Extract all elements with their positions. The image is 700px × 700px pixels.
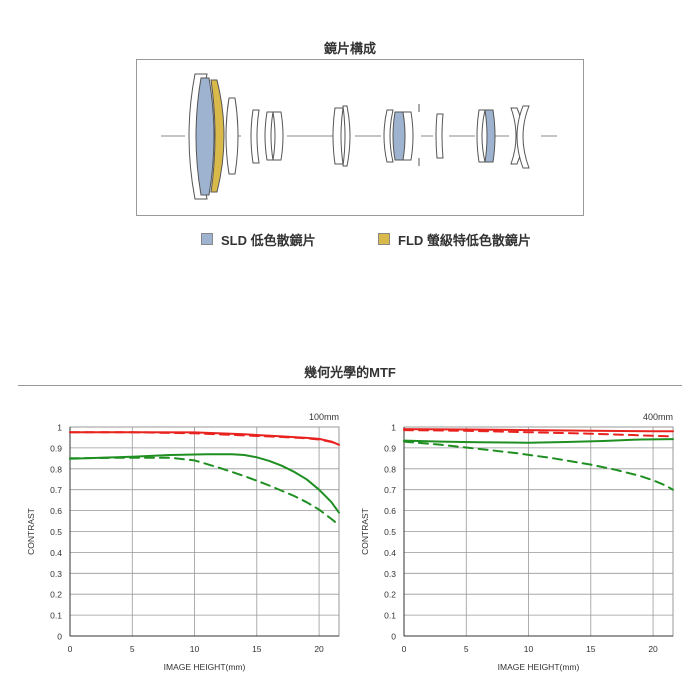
x-tick-label: 0 [68, 644, 73, 654]
series-red-dashed-line [403, 429, 674, 438]
y-tick-label: 0.7 [50, 485, 62, 495]
y-tick-label: 1 [57, 423, 62, 433]
x-tick-label: 0 [402, 644, 407, 654]
x-tick-label: 10 [190, 644, 200, 654]
section-divider [18, 385, 682, 386]
x-axis-label: IMAGE HEIGHT(mm) [498, 662, 580, 672]
y-tick-label: 0.4 [50, 548, 62, 558]
chart-title: 100mm [309, 412, 339, 422]
series-red-dashed-line [69, 431, 340, 446]
lens-g3-2 [342, 105, 351, 167]
front-lens-4 [225, 97, 239, 175]
lens-g4-3 [402, 111, 414, 161]
y-axis-label: CONTRAST [360, 508, 370, 555]
x-tick-label: 20 [648, 644, 658, 654]
series-green-solid-line [69, 453, 340, 514]
x-axis-label: IMAGE HEIGHT(mm) [164, 662, 246, 672]
sld-swatch-icon [201, 233, 213, 245]
sld-lens-rear [484, 109, 496, 163]
y-tick-label: 0.6 [384, 506, 396, 516]
mtf-section-title: 幾何光學的MTF [304, 365, 396, 380]
rear-lens-2 [516, 105, 530, 169]
x-tick-label: 10 [524, 644, 534, 654]
y-tick-label: 0.6 [50, 506, 62, 516]
lens-g3-1 [332, 107, 344, 165]
lens-g2-3 [272, 111, 284, 161]
x-tick-label: 15 [586, 644, 596, 654]
series-green-dashed-line [403, 440, 674, 491]
series-green-dashed-line [69, 456, 340, 527]
y-tick-label: 0.1 [384, 611, 396, 621]
y-tick-label: 0.5 [384, 527, 396, 537]
lens-section-title: 鏡片構成 [323, 41, 376, 56]
y-tick-label: 0.8 [50, 464, 62, 474]
legend-item-sld: SLD 低色散鏡片 [201, 230, 316, 248]
y-tick-label: 0.7 [384, 485, 396, 495]
y-axis-label: CONTRAST [26, 508, 36, 555]
x-tick-label: 5 [130, 644, 135, 654]
y-tick-label: 0.3 [50, 569, 62, 579]
legend-label-sld: SLD 低色散鏡片 [221, 232, 316, 248]
legend-item-fld: FLD 螢級特低色散鏡片 [378, 230, 531, 248]
lens-g4-1 [383, 109, 394, 163]
series-green-solid-line [403, 438, 674, 444]
y-tick-label: 0 [391, 632, 396, 642]
fld-swatch-icon [378, 233, 390, 245]
lens-g2-2 [264, 111, 274, 161]
y-tick-label: 0 [57, 632, 62, 642]
lens-diagram-box [136, 59, 584, 216]
y-tick-label: 0.8 [384, 464, 396, 474]
mtf-chart-100mm: 00.10.20.30.40.50.60.70.80.910 5 10 15 20100… [26, 412, 340, 672]
y-tick-label: 0.2 [384, 590, 396, 600]
lens-g4-4 [435, 113, 444, 159]
y-tick-label: 0.9 [50, 443, 62, 453]
lens-g5-1 [476, 109, 486, 163]
lens-diagram [161, 73, 557, 200]
y-tick-label: 0.3 [384, 569, 396, 579]
fld-lens-front [210, 79, 225, 193]
chart-title: 400mm [643, 412, 673, 422]
y-tick-label: 0.2 [50, 590, 62, 600]
mtf-chart-400mm: 00.10.20.30.40.50.60.70.80.910 5 10 15 20400… [360, 412, 674, 672]
sld-lens-front [195, 77, 215, 196]
y-tick-label: 0.9 [384, 443, 396, 453]
y-tick-label: 0.1 [50, 611, 62, 621]
x-tick-label: 20 [314, 644, 324, 654]
y-tick-label: 0.4 [384, 548, 396, 558]
series-red-solid-line [403, 428, 674, 433]
x-tick-label: 5 [464, 644, 469, 654]
legend-label-fld: FLD 螢級特低色散鏡片 [398, 232, 531, 248]
x-tick-label: 15 [252, 644, 262, 654]
y-tick-label: 1 [391, 423, 396, 433]
lens-g2-1 [250, 109, 260, 164]
y-tick-label: 0.5 [50, 527, 62, 537]
